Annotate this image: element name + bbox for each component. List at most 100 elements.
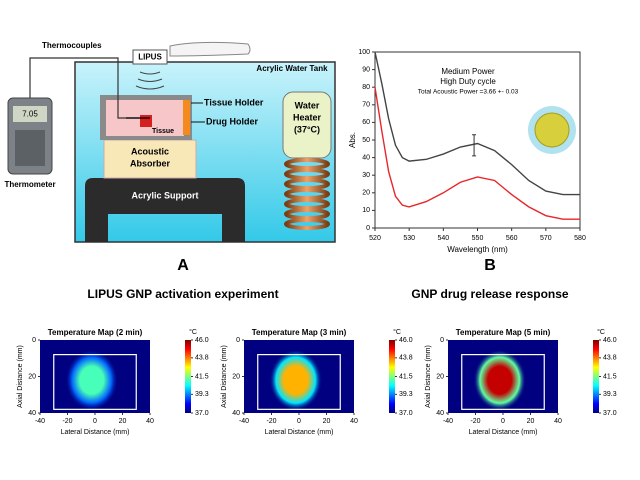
x-tick-label: 40 — [554, 418, 562, 425]
x-tick-label: -40 — [443, 418, 453, 425]
tissue-label: Tissue — [152, 128, 174, 135]
y-tick-label: 40 — [232, 410, 240, 417]
y-tick-label: 20 — [436, 373, 444, 380]
colorbar — [185, 340, 191, 413]
x-tick-label: -20 — [266, 418, 276, 425]
annotation: Medium Power — [441, 67, 495, 76]
x-tick-label: 0 — [93, 418, 97, 425]
annotation: Total Acoustic Power =3.66 +- 0.03 — [418, 89, 519, 96]
absorber-label: Acoustic — [131, 146, 169, 156]
support-label: Acrylic Support — [131, 190, 198, 200]
colorbar-tick-label: 46.0 — [195, 337, 209, 344]
heat-region — [65, 349, 119, 411]
y-tick-label: 30 — [362, 172, 370, 179]
series-line — [374, 51, 580, 196]
y-tick-label: 50 — [362, 137, 370, 144]
x-tick-label: 540 — [437, 235, 449, 242]
map-title: Temperature Map (5 min) — [456, 328, 551, 337]
thermocouples-label: Thermocouples — [42, 41, 102, 50]
colorbar-tick-label: 43.8 — [195, 355, 209, 362]
y-tick-label: 40 — [436, 410, 444, 417]
annotation: High Duty cycle — [440, 77, 496, 86]
x-axis-label: Lateral Distance (mm) — [61, 429, 130, 436]
colorbar-tick-label: 37.0 — [399, 410, 413, 417]
x-tick-label: -20 — [470, 418, 480, 425]
heater-label: (37°C) — [294, 124, 320, 134]
x-tick-label: 20 — [119, 418, 127, 425]
colorbar-tick-label: 46.0 — [603, 337, 617, 344]
y-tick-label: 0 — [366, 225, 370, 232]
x-tick-label: 560 — [506, 235, 518, 242]
y-axis-label: Axial Distance (mm) — [17, 345, 24, 408]
x-tick-label: 40 — [146, 418, 154, 425]
colorbar-tick-label: 43.8 — [399, 355, 413, 362]
x-tick-label: 0 — [501, 418, 505, 425]
x-tick-label: 520 — [369, 235, 381, 242]
colorbar-tick-label: 39.3 — [399, 391, 413, 398]
x-tick-label: -40 — [239, 418, 249, 425]
colorbar — [389, 340, 395, 413]
map-title: Temperature Map (3 min) — [252, 328, 347, 337]
colorbar-label: °C — [393, 328, 401, 336]
y-tick-label: 100 — [358, 49, 370, 56]
x-tick-label: 0 — [297, 418, 301, 425]
drug-holder — [183, 100, 190, 135]
heater-coil — [284, 158, 330, 230]
x-axis-label: Lateral Distance (mm) — [265, 429, 334, 436]
panel-label: A — [177, 257, 189, 274]
y-tick-label: 70 — [362, 102, 370, 109]
colorbar-label: °C — [597, 328, 605, 336]
region-outline — [257, 354, 341, 410]
colorbar-label: °C — [189, 328, 197, 336]
display-reading: 7.05 — [22, 110, 38, 119]
lipus-label: LIPUS — [138, 53, 162, 62]
x-tick-label: 580 — [574, 235, 586, 242]
series-line — [374, 87, 580, 220]
region-outline — [53, 354, 137, 410]
y-tick-label: 0 — [236, 337, 240, 344]
x-axis-label: Lateral Distance (mm) — [469, 429, 538, 436]
x-tick-label: 570 — [540, 235, 552, 242]
region-outline — [461, 354, 545, 410]
colorbar-tick-label: 39.3 — [603, 391, 617, 398]
tank-label: Acrylic Water Tank — [256, 64, 328, 73]
y-axis-label: Axial Distance (mm) — [425, 345, 432, 408]
colorbar-tick-label: 39.3 — [195, 391, 209, 398]
y-tick-label: 20 — [232, 373, 240, 380]
x-tick-label: 20 — [323, 418, 331, 425]
thermometer-label: Thermometer — [4, 180, 55, 189]
colorbar-tick-label: 46.0 — [399, 337, 413, 344]
x-tick-label: -40 — [35, 418, 45, 425]
ultrasound-waves — [135, 71, 165, 90]
setup-diagram: Acrylic Support Acoustic Absorber Tissue… — [4, 41, 336, 243]
y-tick-label: 40 — [362, 154, 370, 161]
thermometer-display — [13, 106, 47, 122]
nanoparticle-illustration — [528, 106, 576, 154]
tissue-sample — [140, 115, 152, 127]
x-tick-label: 550 — [472, 235, 484, 242]
heater-label: Heater — [293, 112, 322, 122]
y-tick-label: 0 — [440, 337, 444, 344]
y-tick-label: 40 — [28, 410, 36, 417]
lipus-probe — [169, 41, 251, 57]
y-tick-label: 0 — [32, 337, 36, 344]
colorbar-tick-label: 41.5 — [603, 373, 617, 380]
thermocouple-wire — [29, 57, 126, 119]
heat-region — [269, 349, 323, 411]
panel-label: B — [484, 257, 496, 274]
y-tick-label: 10 — [362, 207, 370, 214]
caption: GNP drug release response — [411, 287, 569, 301]
acoustic-absorber — [103, 139, 197, 179]
x-tick-label: 530 — [403, 235, 415, 242]
acrylic-support — [85, 178, 245, 242]
y-tick-label: 80 — [362, 84, 370, 91]
drug-holder-label: Drug Holder — [206, 116, 258, 126]
colorbar-tick-label: 43.8 — [603, 355, 617, 362]
y-tick-label: 60 — [362, 119, 370, 126]
map-title: Temperature Map (2 min) — [48, 328, 143, 337]
y-tick-label: 20 — [362, 190, 370, 197]
thermometer-keys — [15, 130, 45, 166]
colorbar — [593, 340, 599, 413]
y-axis-label: Abs. — [348, 132, 357, 148]
